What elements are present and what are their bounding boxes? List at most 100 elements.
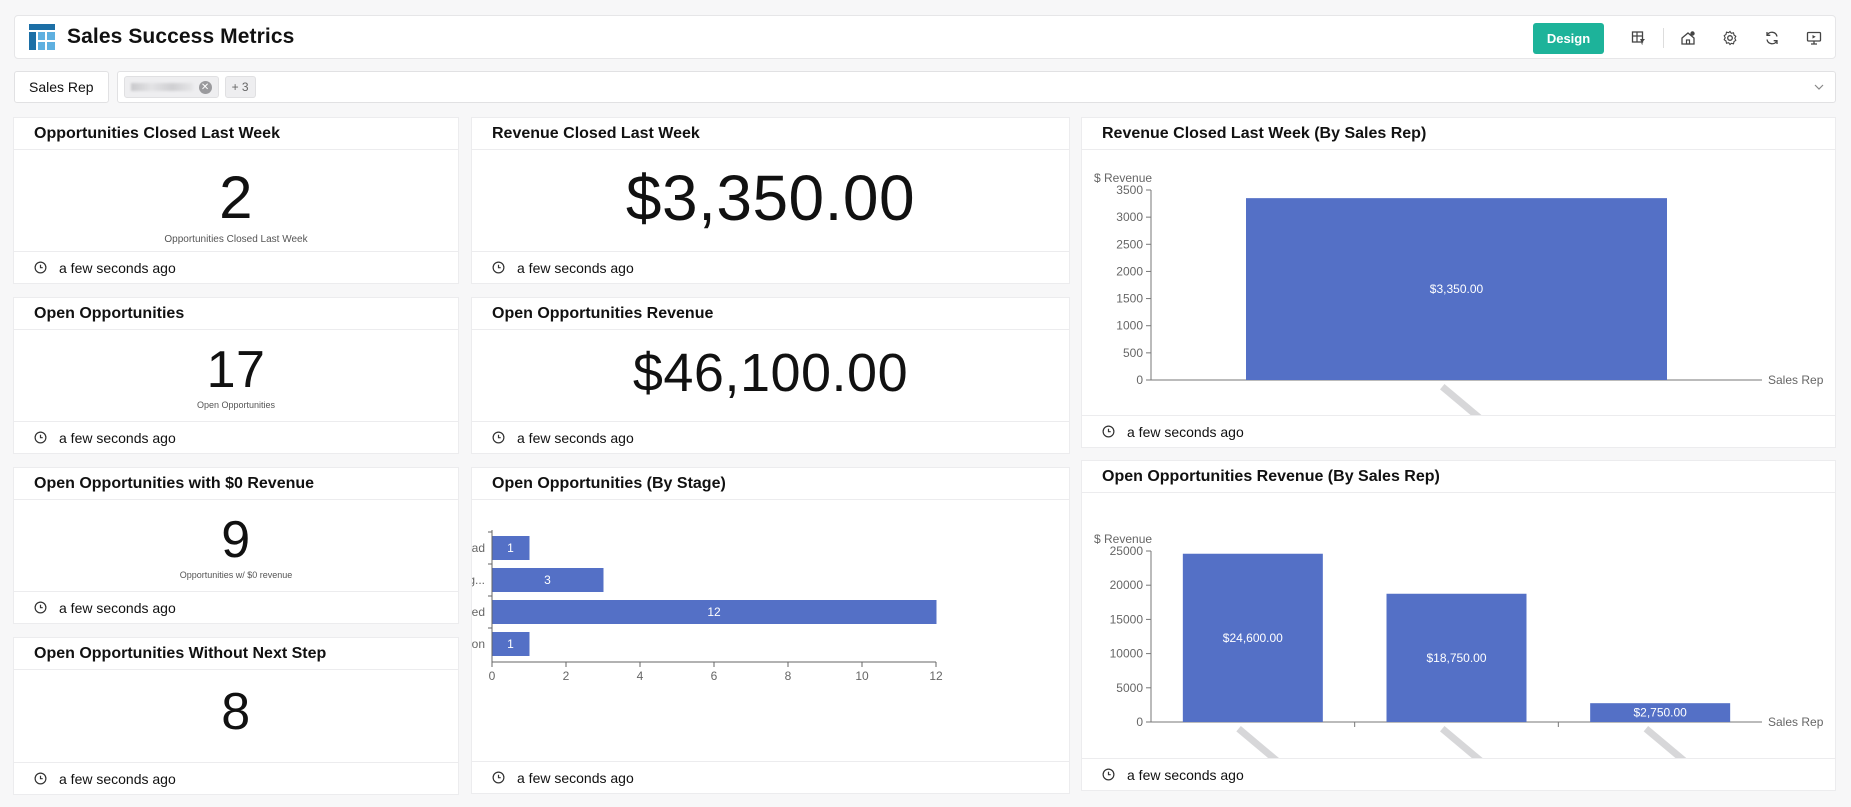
bar xyxy=(492,568,604,592)
last-updated: a few seconds ago xyxy=(59,429,176,446)
bar xyxy=(492,536,530,560)
kpi-card-revenue-closed[interactable]: Revenue Closed Last Week $3,350.00 a few… xyxy=(471,117,1070,284)
card-title: Opportunities Closed Last Week xyxy=(14,118,458,150)
last-updated: a few seconds ago xyxy=(1127,766,1244,783)
bar-data-label: 1 xyxy=(507,541,514,555)
kpi-value: $46,100.00 xyxy=(632,343,909,403)
y-tick-label: 500 xyxy=(1123,346,1143,360)
card-title: Revenue Closed Last Week xyxy=(472,118,1069,150)
card-footer: a few seconds ago xyxy=(1082,758,1835,790)
bar-data-label: 12 xyxy=(707,605,721,619)
kpi-label: Open Opportunities xyxy=(196,400,276,410)
dashboard-filter-icon[interactable] xyxy=(1618,23,1660,53)
y-tick-label: 1000 xyxy=(1116,319,1143,333)
card-title: Revenue Closed Last Week (By Sales Rep) xyxy=(1082,118,1835,150)
bar xyxy=(1246,198,1667,380)
kpi-card-without-next-step[interactable]: Open Opportunities Without Next Step 8 a… xyxy=(13,637,459,795)
refresh-icon[interactable] xyxy=(1751,23,1793,53)
redacted-tick-label xyxy=(1236,726,1281,765)
gear-icon[interactable] xyxy=(1709,23,1751,53)
redacted-tick-label xyxy=(1440,384,1485,423)
bar-data-label: $18,750.00 xyxy=(1426,651,1486,665)
more-selected-chip[interactable]: + 3 xyxy=(224,76,256,98)
card-footer: a few seconds ago xyxy=(14,762,458,794)
y-tick-label: 20000 xyxy=(1110,578,1144,592)
kpi-label: Opportunities Closed Last Week xyxy=(164,234,308,245)
bar xyxy=(492,600,937,624)
design-button[interactable]: Design xyxy=(1533,22,1604,54)
page-title: Sales Success Metrics xyxy=(67,25,295,48)
kpi-value: 8 xyxy=(221,683,251,741)
y-tick-label: 2000 xyxy=(1116,264,1143,278)
y-axis-title: $ Revenue xyxy=(1094,171,1152,185)
redacted-tick-label xyxy=(1440,726,1485,765)
remove-chip-icon[interactable]: ✕ xyxy=(198,80,212,94)
card-footer: a few seconds ago xyxy=(472,251,1069,283)
card-footer: a few seconds ago xyxy=(472,421,1069,453)
bar xyxy=(492,632,530,656)
alert-home-icon[interactable] xyxy=(1667,23,1709,53)
x-tick-label: 4 xyxy=(637,669,644,683)
y-tick-label: 4. Quoted xyxy=(472,605,485,619)
redacted-rep-name xyxy=(1440,384,1485,423)
x-axis-title: Sales Rep xyxy=(1768,373,1824,387)
y-tick-label: 10000 xyxy=(1110,647,1144,661)
kpi-card-opportunities-closed[interactable]: Opportunities Closed Last Week 2 Opportu… xyxy=(13,117,459,284)
bar xyxy=(1182,553,1323,722)
bar-data-label: $2,750.00 xyxy=(1633,706,1687,720)
x-tick-label: 10 xyxy=(855,669,869,683)
bar-data-label: 3 xyxy=(544,573,551,587)
y-tick-label: 5000 xyxy=(1116,681,1143,695)
open-revenue-by-rep-chart: $ Revenue Sales Rep 0 5000 10000 15000 20000 25… xyxy=(1094,532,1824,765)
table-logo-icon xyxy=(29,24,55,50)
bar-data-label: $24,600.00 xyxy=(1223,631,1283,645)
x-tick-label: 8 xyxy=(785,669,792,683)
chart-card-open-revenue-by-rep[interactable]: Open Opportunities Revenue (By Sales Rep… xyxy=(1081,460,1836,791)
kpi-value: 17 xyxy=(206,341,266,399)
card-footer: a few seconds ago xyxy=(14,591,458,623)
present-icon[interactable] xyxy=(1793,23,1835,53)
card-title: Open Opportunities (By Stage) xyxy=(472,468,1069,500)
x-tick-label: 0 xyxy=(489,669,496,683)
clock-icon xyxy=(1102,768,1115,781)
selected-rep-chip[interactable]: ✕ xyxy=(123,76,219,98)
card-title: Open Opportunities with $0 Revenue xyxy=(14,468,458,500)
clock-icon xyxy=(492,431,505,444)
bar xyxy=(1386,593,1527,722)
kpi-card-open-opportunities[interactable]: Open Opportunities 17 Open Opportunities… xyxy=(13,297,459,454)
sales-rep-filter-select[interactable]: ✕ + 3 xyxy=(116,71,1836,103)
last-updated: a few seconds ago xyxy=(59,259,176,276)
revenue-by-rep-chart: $ Revenue Sales Rep 0 500 1000 1500 2000 2500 30… xyxy=(1094,171,1824,423)
x-tick-label: 2 xyxy=(563,669,570,683)
last-updated: a few seconds ago xyxy=(517,769,634,786)
y-tick-label: 15000 xyxy=(1110,612,1144,626)
bar xyxy=(1590,703,1731,722)
filter-label: Sales Rep xyxy=(14,71,109,103)
y-tick-label: 3. Design/Eng... xyxy=(472,573,485,587)
dashboard-header: Sales Success Metrics Design xyxy=(14,15,1836,59)
kpi-card-open-revenue[interactable]: Open Opportunities Revenue $46,100.00 a … xyxy=(471,297,1070,454)
card-footer: a few seconds ago xyxy=(14,251,458,283)
y-tick-label: 2500 xyxy=(1116,237,1143,251)
last-updated: a few seconds ago xyxy=(59,770,176,787)
clock-icon xyxy=(34,772,47,785)
kpi-value: 9 xyxy=(221,511,251,569)
clock-icon xyxy=(34,431,47,444)
card-title: Open Opportunities Without Next Step xyxy=(14,638,458,670)
kpi-card-zero-revenue[interactable]: Open Opportunities with $0 Revenue 9 Opp… xyxy=(13,467,459,624)
card-footer: a few seconds ago xyxy=(1082,415,1835,447)
bar-data-label: $3,350.00 xyxy=(1430,282,1484,296)
y-tick-label: 6. Won xyxy=(472,637,485,651)
chart-card-revenue-by-rep[interactable]: Revenue Closed Last Week (By Sales Rep) … xyxy=(1081,117,1836,448)
y-tick-label: 1. Lead xyxy=(472,541,485,555)
clock-icon xyxy=(492,261,505,274)
last-updated: a few seconds ago xyxy=(59,599,176,616)
card-footer: a few seconds ago xyxy=(14,421,458,453)
y-tick-label: 0 xyxy=(1136,373,1143,387)
kpi-value: $3,350.00 xyxy=(625,162,916,234)
chart-card-by-stage[interactable]: Open Opportunities (By Stage) 1. Lead 1 3.… xyxy=(400,467,1070,794)
last-updated: a few seconds ago xyxy=(517,259,634,276)
clock-icon xyxy=(1102,425,1115,438)
redacted-tick-label xyxy=(1643,726,1689,765)
chevron-down-icon[interactable] xyxy=(1813,81,1825,93)
